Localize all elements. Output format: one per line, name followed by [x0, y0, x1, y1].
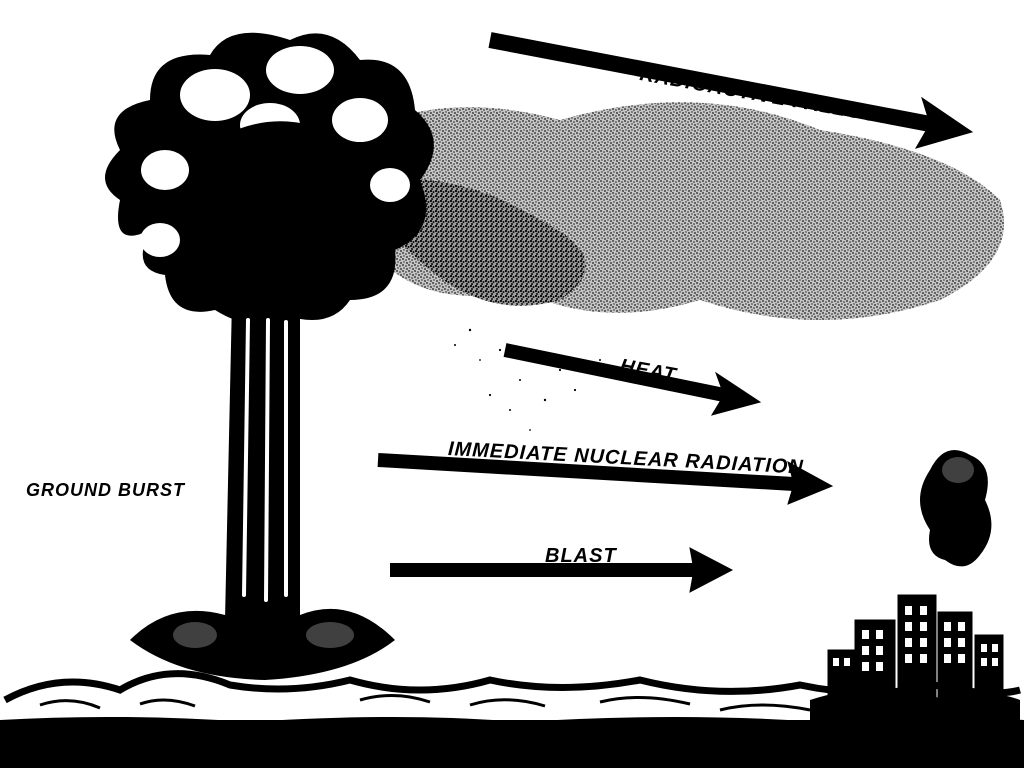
blast-label: BLAST [545, 545, 617, 568]
ground-burst-label: GROUND BURST [26, 480, 185, 501]
nuclear-diagram: GROUND BURST RADIOACTIVE FALLOUT HEAT IM… [0, 0, 1024, 768]
city [810, 450, 1020, 720]
mushroom-cloud [105, 33, 434, 680]
